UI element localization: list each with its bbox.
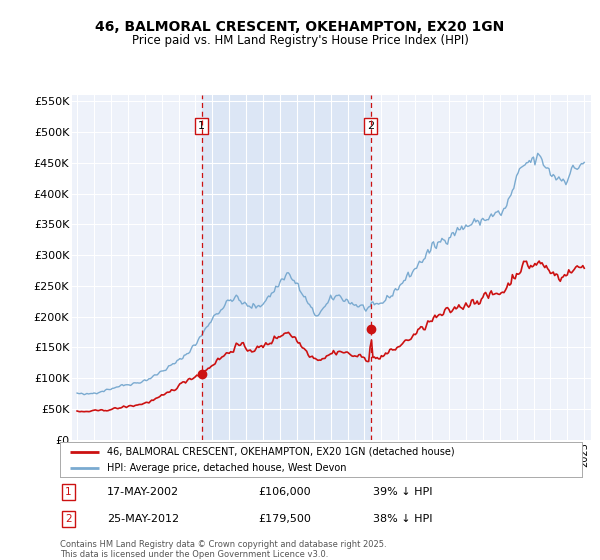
Bar (202, 95, 371, 440)
Text: 46, BALMORAL CRESCENT, OKEHAMPTON, EX20 1GN: 46, BALMORAL CRESCENT, OKEHAMPTON, EX20 … (95, 20, 505, 34)
Text: 46, BALMORAL CRESCENT, OKEHAMPTON, EX20 1GN (detached house): 46, BALMORAL CRESCENT, OKEHAMPTON, EX20 … (107, 447, 455, 457)
Text: 17-MAY-2002: 17-MAY-2002 (107, 487, 179, 497)
Text: £106,000: £106,000 (259, 487, 311, 497)
Text: 2: 2 (367, 121, 374, 131)
Text: 25-MAY-2012: 25-MAY-2012 (107, 514, 179, 524)
Text: £179,500: £179,500 (259, 514, 311, 524)
Text: 39% ↓ HPI: 39% ↓ HPI (373, 487, 433, 497)
Text: 1: 1 (198, 121, 205, 131)
Text: 1: 1 (65, 487, 72, 497)
Text: 2: 2 (65, 514, 72, 524)
Text: 38% ↓ HPI: 38% ↓ HPI (373, 514, 433, 524)
Text: Price paid vs. HM Land Registry's House Price Index (HPI): Price paid vs. HM Land Registry's House … (131, 34, 469, 46)
Text: Contains HM Land Registry data © Crown copyright and database right 2025.
This d: Contains HM Land Registry data © Crown c… (60, 540, 386, 559)
Text: HPI: Average price, detached house, West Devon: HPI: Average price, detached house, West… (107, 463, 346, 473)
